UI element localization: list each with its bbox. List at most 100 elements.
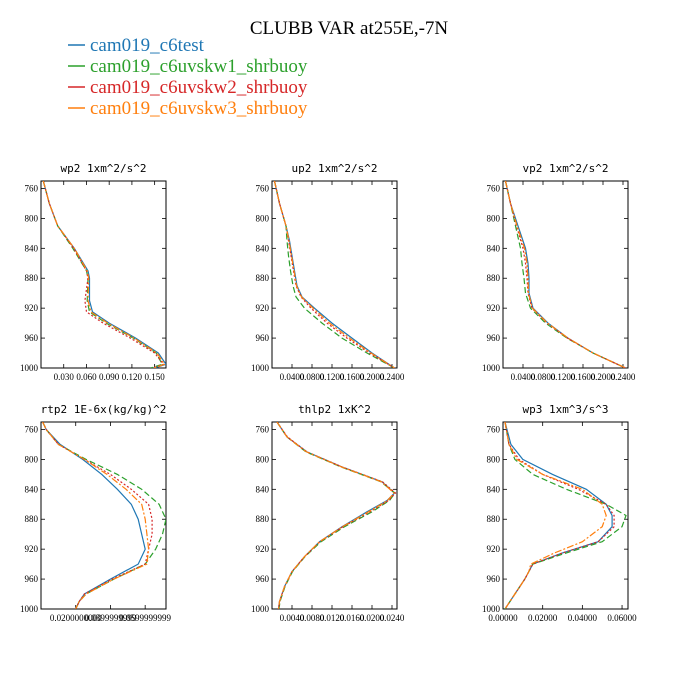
x-tick-label: 0.1600 bbox=[340, 372, 365, 382]
x-tick-label: 0.0120 bbox=[320, 613, 345, 623]
series-line-4 bbox=[42, 422, 150, 609]
y-tick-label: 1000 bbox=[20, 604, 39, 614]
x-tick-label: 0.2400 bbox=[611, 372, 636, 382]
x-tick-label: 0.2400 bbox=[380, 372, 405, 382]
y-tick-label: 840 bbox=[487, 243, 501, 253]
series-line-4 bbox=[273, 181, 395, 368]
legend-label-4: cam019_c6uvskw3_shrbuoy bbox=[90, 98, 308, 119]
x-tick-label: 0.02000 bbox=[528, 613, 558, 623]
x-tick-label: 0.04000 bbox=[568, 613, 598, 623]
y-tick-label: 760 bbox=[25, 424, 39, 434]
y-tick-label: 760 bbox=[487, 424, 501, 434]
x-tick-label: 0.0080 bbox=[300, 613, 325, 623]
plot-frame bbox=[40, 180, 167, 369]
x-tick-label: 0.0200000000 bbox=[50, 613, 102, 623]
y-tick-label: 920 bbox=[256, 544, 270, 554]
panel-3: vp2 1xm^2/s^2 760 800 840 880 920 960 1000 0.040… bbox=[482, 162, 636, 382]
y-tick-label: 880 bbox=[256, 273, 270, 283]
x-tick-label: 0.0400 bbox=[511, 372, 536, 382]
y-tick-label: 960 bbox=[256, 333, 270, 343]
series-line-2 bbox=[42, 422, 166, 609]
y-tick-label: 840 bbox=[487, 484, 501, 494]
y-tick-label: 1000 bbox=[251, 363, 270, 373]
y-tick-label: 960 bbox=[256, 574, 270, 584]
panel-title: rtp2 1E-6x(kg/kg)^2 bbox=[41, 403, 167, 416]
plot-frame bbox=[502, 180, 629, 369]
y-tick-label: 920 bbox=[25, 303, 39, 313]
legend: cam019_c6testcam019_c6uvskw1_shrbuoycam0… bbox=[68, 35, 308, 119]
y-tick-label: 800 bbox=[487, 213, 501, 223]
y-tick-label: 960 bbox=[25, 333, 39, 343]
plot-frame bbox=[502, 421, 629, 610]
x-tick-label: 0.0400 bbox=[280, 372, 305, 382]
x-tick-label: 0.1200 bbox=[551, 372, 576, 382]
y-tick-label: 800 bbox=[25, 454, 39, 464]
panel-title: wp2 1xm^2/s^2 bbox=[60, 162, 146, 175]
x-tick-label: 0.060 bbox=[76, 372, 97, 382]
series-line-1 bbox=[273, 181, 395, 368]
figure-title: CLUBB VAR at255E,-7N bbox=[250, 18, 449, 39]
x-tick-label: 0.00000 bbox=[488, 613, 518, 623]
panel-title: vp2 1xm^2/s^2 bbox=[522, 162, 608, 175]
y-tick-label: 920 bbox=[487, 544, 501, 554]
y-tick-label: 880 bbox=[25, 514, 39, 524]
series-line-1 bbox=[42, 181, 166, 368]
y-tick-label: 840 bbox=[256, 243, 270, 253]
series-line-1 bbox=[42, 422, 146, 609]
series-line-3 bbox=[42, 181, 165, 368]
x-tick-label: 0.1600 bbox=[571, 372, 596, 382]
series-line-3 bbox=[276, 422, 397, 609]
y-tick-label: 840 bbox=[25, 243, 39, 253]
y-tick-label: 920 bbox=[256, 303, 270, 313]
series-line-2 bbox=[276, 422, 396, 609]
series-line-4 bbox=[42, 181, 166, 368]
panel-1: wp2 1xm^2/s^2 760 800 840 880 920 960 1000 0.030… bbox=[20, 162, 167, 382]
series-line-3 bbox=[504, 181, 626, 368]
series-line-4 bbox=[504, 422, 607, 609]
y-tick-label: 1000 bbox=[482, 604, 501, 614]
x-tick-label: 0.0160 bbox=[340, 613, 365, 623]
panel-title: wp3 1xm^3/s^3 bbox=[522, 403, 608, 416]
series-line-1 bbox=[504, 422, 613, 609]
y-tick-label: 880 bbox=[487, 273, 501, 283]
series-line-3 bbox=[504, 422, 615, 609]
series-line-2 bbox=[42, 181, 164, 368]
series-line-2 bbox=[273, 181, 395, 368]
y-tick-label: 800 bbox=[25, 213, 39, 223]
series-line-2 bbox=[504, 181, 626, 368]
y-tick-label: 960 bbox=[487, 333, 501, 343]
y-tick-label: 840 bbox=[25, 484, 39, 494]
y-tick-label: 800 bbox=[256, 213, 270, 223]
y-tick-label: 880 bbox=[487, 514, 501, 524]
y-tick-label: 880 bbox=[256, 514, 270, 524]
y-tick-label: 920 bbox=[487, 303, 501, 313]
series-line-4 bbox=[504, 181, 626, 368]
panel-title: thlp2 1xK^2 bbox=[298, 403, 371, 416]
x-tick-label: 0.0599999999 bbox=[119, 613, 171, 623]
y-tick-label: 800 bbox=[487, 454, 501, 464]
x-tick-label: 0.0800 bbox=[300, 372, 325, 382]
x-tick-label: 0.030 bbox=[54, 372, 75, 382]
panel-2: up2 1xm^2/s^2 760 800 840 880 920 960 1000 0.040… bbox=[251, 162, 405, 382]
y-tick-label: 920 bbox=[25, 544, 39, 554]
x-tick-label: 0.090 bbox=[99, 372, 120, 382]
y-tick-label: 760 bbox=[25, 183, 39, 193]
y-tick-label: 1000 bbox=[20, 363, 39, 373]
x-tick-label: 0.06000 bbox=[607, 613, 637, 623]
legend-label-1: cam019_c6test bbox=[90, 35, 205, 56]
x-tick-label: 0.0240 bbox=[380, 613, 405, 623]
panel-title: up2 1xm^2/s^2 bbox=[291, 162, 377, 175]
y-tick-label: 800 bbox=[256, 454, 270, 464]
plot-frame bbox=[40, 421, 167, 610]
x-tick-label: 0.1200 bbox=[320, 372, 345, 382]
y-tick-label: 1000 bbox=[251, 604, 270, 614]
x-tick-label: 0.0800 bbox=[531, 372, 556, 382]
legend-label-3: cam019_c6uvskw2_shrbuoy bbox=[90, 77, 308, 98]
series-line-3 bbox=[273, 181, 395, 368]
y-tick-label: 880 bbox=[25, 273, 39, 283]
series-line-4 bbox=[276, 422, 395, 609]
plot-frame bbox=[271, 180, 398, 369]
x-tick-label: 0.0200 bbox=[360, 613, 385, 623]
